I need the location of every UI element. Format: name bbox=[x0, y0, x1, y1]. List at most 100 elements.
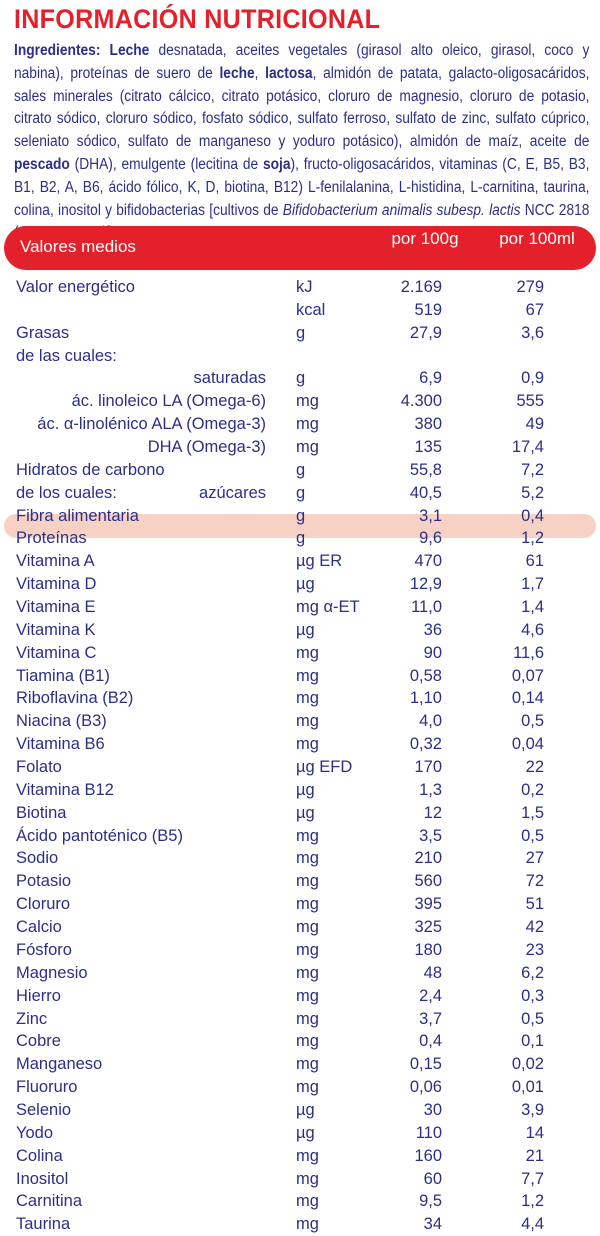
ingredient-fragment: Leche bbox=[109, 42, 150, 59]
ingredient-fragment: ), fructo-oligosacáridos, vitaminas (C, … bbox=[14, 155, 590, 219]
value-per-100g: 180 bbox=[414, 940, 442, 959]
value-per-100ml: 555 bbox=[516, 392, 544, 411]
value-per-100g: 30 bbox=[423, 1100, 442, 1119]
header-col-100ml: por 100ml bbox=[499, 229, 575, 248]
value-per-100g: 0,15 bbox=[409, 1055, 442, 1074]
value-per-100g: 160 bbox=[414, 1146, 442, 1165]
nutrient-name: Cobre bbox=[16, 1032, 61, 1051]
nutrient-unit: µg bbox=[296, 620, 315, 639]
value-per-100g: 2.169 bbox=[400, 278, 442, 296]
ingredient-fragment: desnatada, aceites vegetales (girasol al… bbox=[14, 42, 590, 82]
nutrient-name: Proteínas bbox=[16, 529, 87, 548]
nutrient-name: saturadas bbox=[193, 369, 266, 388]
nutrient-name: Hidratos de carbono bbox=[16, 460, 165, 479]
value-per-100ml: 7,7 bbox=[521, 1169, 544, 1188]
nutrient-unit: µg bbox=[296, 575, 315, 594]
value-per-100ml: 61 bbox=[525, 552, 544, 571]
value-per-100ml: 0,07 bbox=[511, 666, 544, 685]
nutrient-unit: mg bbox=[296, 940, 319, 959]
value-per-100ml: 3,6 bbox=[521, 323, 544, 342]
nutrient-name: Vitamina C bbox=[16, 643, 97, 662]
table-row: Ácido pantoténico (B5) mg 3,5 0,5 bbox=[0, 825, 600, 848]
table-row: de las cuales: bbox=[0, 345, 600, 368]
table-row: Fósforo mg 180 23 bbox=[0, 939, 600, 962]
table-row: Potasio mg 560 72 bbox=[0, 870, 600, 893]
nutrient-name: de las cuales: bbox=[16, 346, 117, 365]
nutrient-unit: mg bbox=[296, 666, 319, 685]
value-per-100ml: 7,2 bbox=[521, 460, 544, 479]
table-row: Selenio µg 30 3,9 bbox=[0, 1099, 600, 1122]
value-per-100ml: 72 bbox=[525, 872, 544, 891]
nutrient-name: de los cuales: bbox=[16, 483, 117, 502]
table-row: de los cuales: azúcares g 40,5 5,2 bbox=[0, 482, 600, 505]
value-per-100g: 0,32 bbox=[409, 735, 442, 754]
value-per-100g: 90 bbox=[423, 643, 442, 662]
value-per-100g: 11,0 bbox=[411, 598, 442, 617]
value-per-100ml: 17,4 bbox=[511, 438, 544, 457]
nutrient-name: DHA (Omega-3) bbox=[147, 438, 266, 457]
value-per-100ml: 0,9 bbox=[521, 369, 544, 388]
nutrient-name: Vitamina E bbox=[16, 598, 96, 617]
value-per-100g: 6,9 bbox=[419, 369, 442, 388]
value-per-100ml: 1,7 bbox=[521, 575, 544, 594]
nutrient-unit: µg bbox=[296, 1100, 315, 1119]
value-per-100g: 0,4 bbox=[419, 1032, 442, 1051]
value-per-100ml: 4,4 bbox=[521, 1215, 544, 1234]
table-row: Vitamina C mg 90 11,6 bbox=[0, 642, 600, 665]
value-per-100ml: 11,6 bbox=[513, 643, 544, 662]
table-row: Vitamina A µg ER 470 61 bbox=[0, 550, 600, 573]
table-row: Zinc mg 3,7 0,5 bbox=[0, 1008, 600, 1031]
table-row: Tiamina (B1) mg 0,58 0,07 bbox=[0, 665, 600, 688]
value-per-100g: 325 bbox=[414, 918, 442, 937]
nutrient-name: Hierro bbox=[16, 986, 61, 1005]
ingredient-fragment: Ingredientes: bbox=[14, 42, 110, 59]
value-per-100ml: 0,2 bbox=[521, 780, 544, 799]
value-per-100ml: 0,3 bbox=[521, 986, 544, 1005]
table-row: saturadas g 6,9 0,9 bbox=[0, 367, 600, 390]
value-per-100ml: 0,14 bbox=[511, 689, 544, 708]
value-per-100ml: 14 bbox=[525, 1123, 544, 1142]
table-row: Proteínas g 9,6 1,2 bbox=[0, 527, 600, 550]
value-per-100ml: 1,2 bbox=[521, 1192, 544, 1211]
nutrient-unit: mg bbox=[296, 1055, 319, 1074]
nutrient-unit: µg EFD bbox=[296, 758, 353, 777]
nutrient-unit: µg bbox=[296, 1123, 315, 1142]
nutrient-unit: mg bbox=[296, 1009, 319, 1028]
table-row: Riboflavina (B2) mg 1,10 0,14 bbox=[0, 687, 600, 710]
ingredient-fragment: (DHA), emulgente (lecitina de bbox=[69, 155, 263, 173]
nutrient-name: Vitamina B6 bbox=[16, 735, 105, 754]
nutrient-unit: mg bbox=[296, 849, 319, 868]
nutrient-unit: g bbox=[296, 369, 306, 388]
nutrient-name: Fibra alimentaria bbox=[16, 506, 139, 525]
ingredients-text: Ingredientes: Leche desnatada, aceites v… bbox=[14, 40, 589, 245]
value-per-100ml: 51 bbox=[525, 895, 544, 914]
value-per-100g: 40,5 bbox=[409, 483, 442, 502]
nutrient-unit: mg bbox=[296, 1215, 319, 1234]
table-row: Vitamina D µg 12,9 1,7 bbox=[0, 573, 600, 596]
nutrient-name: Biotina bbox=[16, 803, 67, 822]
nutrient-name: Yodo bbox=[16, 1123, 54, 1142]
nutrient-name: Magnesio bbox=[16, 963, 88, 982]
table-row: Cobre mg 0,4 0,1 bbox=[0, 1030, 600, 1053]
value-per-100ml: 0,5 bbox=[521, 826, 544, 845]
table-row: Sodio mg 210 27 bbox=[0, 847, 600, 870]
table-row: Cloruro mg 395 51 bbox=[0, 893, 600, 916]
table-row: Vitamina K µg 36 4,6 bbox=[0, 619, 600, 642]
nutrient-name: Taurina bbox=[16, 1215, 71, 1234]
nutrient-unit: mg bbox=[296, 689, 319, 708]
value-per-100g: 1,10 bbox=[409, 689, 442, 708]
nutrient-unit: mg bbox=[296, 986, 319, 1005]
nutrient-unit: mg bbox=[296, 1032, 319, 1051]
ingredient-fragment: soja bbox=[262, 155, 291, 173]
value-per-100g: 1,3 bbox=[419, 780, 442, 799]
nutrient-name: Fósforo bbox=[16, 940, 72, 959]
value-per-100ml: 6,2 bbox=[521, 963, 544, 982]
nutrient-unit: g bbox=[296, 506, 306, 525]
nutrient-name: Colina bbox=[16, 1146, 63, 1165]
nutrient-unit: mg bbox=[296, 918, 319, 937]
value-per-100ml: 23 bbox=[525, 940, 544, 959]
table-row: Manganeso mg 0,15 0,02 bbox=[0, 1053, 600, 1076]
table-row: DHA (Omega-3) mg 135 17,4 bbox=[0, 436, 600, 459]
table-row: Hierro mg 2,4 0,3 bbox=[0, 985, 600, 1008]
row-highlight bbox=[4, 514, 596, 538]
